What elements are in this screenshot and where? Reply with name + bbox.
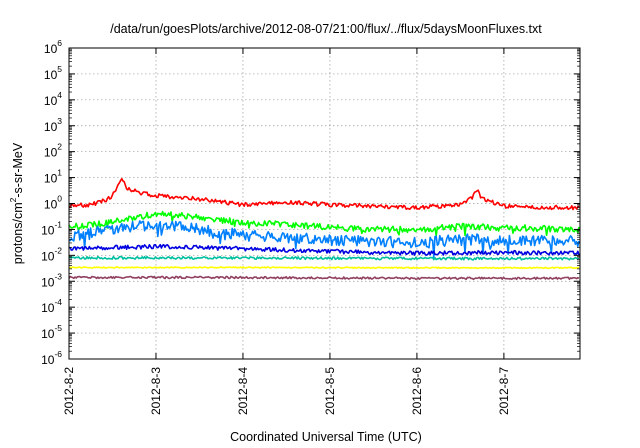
y-axis-label-exponent: 2 [8,197,18,202]
y-tick-exponent: 4 [57,90,62,100]
flux-series-1 [68,177,580,211]
flux-series-4 [68,243,580,256]
y-tick-label: 10-2 [41,245,62,263]
y-tick-exponent: -4 [54,297,62,307]
y-tick-exponent: 2 [57,142,62,152]
y-tick-label: 10-1 [41,219,62,237]
grid [69,48,580,359]
ticks: 10-610-510-410-310-210-11001011021031041… [41,38,580,415]
flux-series-6 [68,266,580,270]
y-tick-exponent: 6 [57,38,62,48]
y-tick-base: 10 [41,353,55,367]
x-tick-label: 2012-8-5 [323,367,337,415]
y-tick-base: 10 [44,172,58,186]
y-tick-label: 103 [44,116,62,134]
y-tick-exponent: 3 [57,116,62,126]
data-series [68,177,580,281]
y-tick-base: 10 [44,42,58,56]
y-tick-base: 10 [41,327,55,341]
y-tick-exponent: -5 [54,323,62,333]
y-tick-base: 10 [44,146,58,160]
y-tick-base: 10 [41,249,55,263]
y-tick-exponent: 1 [57,168,62,178]
y-tick-label: 102 [44,142,62,160]
x-tick-label: 2012-8-2 [62,367,76,415]
y-tick-base: 10 [41,223,55,237]
y-tick-label: 101 [44,168,62,186]
y-tick-exponent: -3 [54,271,62,281]
flux-series-2 [68,210,580,237]
x-tick-label: 2012-8-3 [149,367,163,415]
flux-series-7 [68,275,580,281]
x-axis-label: Coordinated Universal Time (UTC) [230,430,422,444]
y-tick-exponent: -2 [54,245,62,255]
y-tick-label: 10-5 [41,323,62,341]
y-tick-label: 105 [44,64,62,82]
chart-title: /data/run/goesPlots/archive/2012-08-07/2… [110,22,542,36]
y-tick-label: 100 [44,194,62,212]
y-axis-label-base: protons/cm [11,202,25,264]
y-tick-exponent: 5 [57,64,62,74]
y-tick-label: 104 [44,90,62,108]
y-tick-base: 10 [44,198,58,212]
y-tick-base: 10 [41,275,55,289]
x-tick-label: 2012-8-7 [497,367,511,415]
y-tick-label: 106 [44,38,62,56]
y-tick-exponent: -1 [54,219,62,229]
y-tick-exponent: -6 [54,349,62,359]
y-tick-base: 10 [44,120,58,134]
flux-series-3 [68,220,580,259]
x-tick-label: 2012-8-4 [236,367,250,415]
y-axis-label-units: -s-sr-MeV [11,142,25,198]
y-tick-label: 10-6 [41,349,62,367]
y-tick-label: 10-4 [41,297,62,315]
y-tick-exponent: 0 [57,194,62,204]
y-tick-base: 10 [44,94,58,108]
y-tick-base: 10 [41,301,55,315]
y-tick-label: 10-3 [41,271,62,289]
y-tick-base: 10 [44,68,58,82]
y-axis-label: protons/cm2-s-sr-MeV [8,142,25,264]
flux-series-5 [68,255,580,261]
x-tick-label: 2012-8-6 [410,367,424,415]
